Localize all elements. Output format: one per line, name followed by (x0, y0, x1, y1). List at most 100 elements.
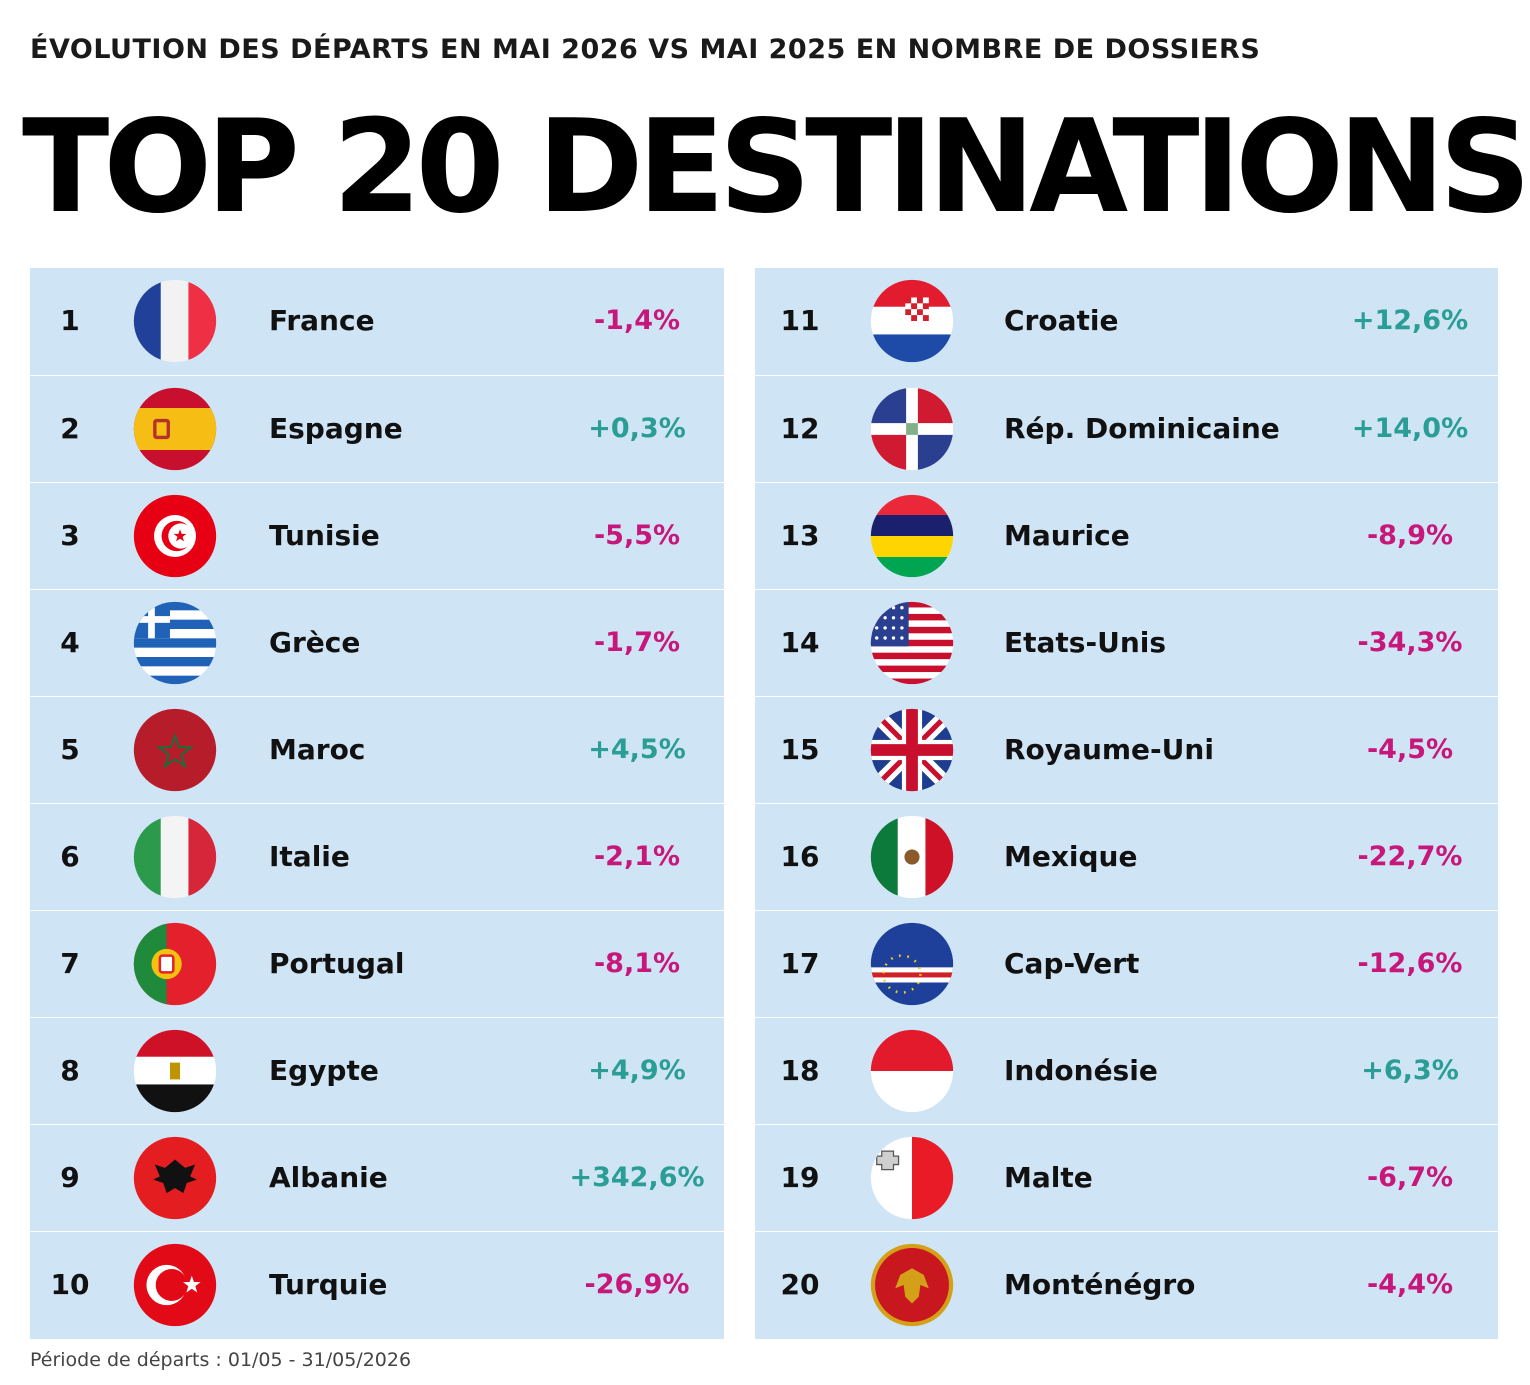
flag-spain-icon (133, 387, 217, 471)
country-name: Cap-Vert (1004, 947, 1140, 980)
flag-cape-verde-icon (870, 922, 954, 1006)
country-name: Grèce (269, 626, 361, 659)
table-row: 14 Etats-Unis -34,3% (755, 589, 1498, 696)
table-row: 15 Royaume-Uni -4,5% (755, 696, 1498, 803)
country-name: Italie (269, 840, 350, 873)
flag-turkey-icon (133, 1243, 217, 1327)
flag-egypt-icon (133, 1029, 217, 1113)
rank-label: 20 (780, 1268, 820, 1301)
change-value: -6,7% (1366, 1162, 1454, 1193)
flag-france-icon (133, 279, 217, 363)
rank-label: 19 (780, 1161, 820, 1194)
rank-label: 11 (780, 304, 820, 337)
rank-label: 6 (60, 840, 80, 873)
country-name: Egypte (269, 1054, 379, 1087)
change-value: -8,9% (1366, 520, 1454, 551)
change-value: -2,1% (593, 841, 681, 872)
flag-mauritius-icon (870, 494, 954, 578)
table-row: 4 Grèce -1,7% (30, 589, 724, 696)
chart-title: TOP 20 DESTINATIONS (22, 93, 1530, 242)
rank-label: 10 (50, 1268, 90, 1301)
change-value: -26,9% (584, 1269, 690, 1300)
country-name: Maroc (269, 733, 366, 766)
flag-malta-icon (870, 1136, 954, 1220)
table-row: 16 Mexique -22,7% (755, 803, 1498, 910)
table-row: 7 Portugal -8,1% (30, 910, 724, 1017)
country-name: Rép. Dominicaine (1004, 412, 1280, 445)
flag-tunisia-icon (133, 494, 217, 578)
flag-uk-icon (870, 708, 954, 792)
country-name: Portugal (269, 947, 405, 980)
country-name: Croatie (1004, 304, 1119, 337)
chart-subtitle: ÉVOLUTION DES DÉPARTS EN MAI 2026 VS MAI… (30, 34, 1261, 65)
period-note: Période de départs : 01/05 - 31/05/2026 (30, 1349, 412, 1371)
rank-label: 18 (780, 1054, 820, 1087)
country-name: Royaume-Uni (1004, 733, 1214, 766)
rank-label: 9 (60, 1161, 80, 1194)
change-value: -4,4% (1366, 1269, 1454, 1300)
table-row: 9 Albanie +342,6% (30, 1124, 724, 1231)
country-name: Mexique (1004, 840, 1138, 873)
flag-morocco-icon (133, 708, 217, 792)
country-name: Espagne (269, 412, 403, 445)
country-name: France (269, 304, 375, 337)
table-row: 13 Maurice -8,9% (755, 482, 1498, 589)
change-value: +6,3% (1361, 1055, 1459, 1086)
rank-label: 3 (60, 519, 80, 552)
table-row: 6 Italie -2,1% (30, 803, 724, 910)
change-value: +4,5% (588, 734, 686, 765)
rank-label: 8 (60, 1054, 80, 1087)
rank-label: 15 (780, 733, 820, 766)
table-row: 18 Indonésie +6,3% (755, 1017, 1498, 1124)
country-name: Turquie (269, 1268, 388, 1301)
flag-dominican-republic-icon (870, 387, 954, 471)
flag-portugal-icon (133, 922, 217, 1006)
table-row: 1 France -1,4% (30, 268, 724, 374)
table-row: 8 Egypte +4,9% (30, 1017, 724, 1124)
rank-label: 16 (780, 840, 820, 873)
table-row: 2 Espagne +0,3% (30, 375, 724, 482)
change-value: +12,6% (1351, 305, 1469, 336)
rank-label: 12 (780, 412, 820, 445)
ranking-column-right: 11 Croatie +12,6% 12 Rép. Dominicaine +14,0% 1… (755, 268, 1498, 1339)
change-value: +342,6% (569, 1162, 705, 1193)
flag-montenegro-icon (870, 1243, 954, 1327)
rank-label: 7 (60, 947, 80, 980)
change-value: -1,7% (593, 627, 681, 658)
rank-label: 13 (780, 519, 820, 552)
flag-usa-icon (870, 601, 954, 685)
change-value: -1,4% (593, 305, 681, 336)
ranking-column-left: 1 France -1,4% 2 Espagne +0,3% 3 Tunisie -5,5% 4 G… (30, 268, 724, 1339)
change-value: -5,5% (593, 520, 681, 551)
change-value: -22,7% (1357, 841, 1463, 872)
flag-indonesia-icon (870, 1029, 954, 1113)
country-name: Maurice (1004, 519, 1130, 552)
change-value: -4,5% (1366, 734, 1454, 765)
country-name: Albanie (269, 1161, 388, 1194)
rank-label: 5 (60, 733, 80, 766)
country-name: Monténégro (1004, 1268, 1196, 1301)
country-name: Malte (1004, 1161, 1093, 1194)
rank-label: 2 (60, 412, 80, 445)
flag-greece-icon (133, 601, 217, 685)
change-value: +0,3% (588, 413, 686, 444)
table-row: 12 Rép. Dominicaine +14,0% (755, 375, 1498, 482)
table-row: 17 Cap-Vert -12,6% (755, 910, 1498, 1017)
table-row: 5 Maroc +4,5% (30, 696, 724, 803)
table-row: 20 Monténégro -4,4% (755, 1231, 1498, 1338)
change-value: -34,3% (1357, 627, 1463, 658)
rank-label: 14 (780, 626, 820, 659)
rank-label: 4 (60, 626, 80, 659)
country-name: Tunisie (269, 519, 380, 552)
table-row: 10 Turquie -26,9% (30, 1231, 724, 1338)
rank-label: 17 (780, 947, 820, 980)
flag-croatia-icon (870, 279, 954, 363)
flag-mexico-icon (870, 815, 954, 899)
table-row: 19 Malte -6,7% (755, 1124, 1498, 1231)
flag-albania-icon (133, 1136, 217, 1220)
rank-label: 1 (60, 304, 80, 337)
country-name: Etats-Unis (1004, 626, 1167, 659)
table-row: 3 Tunisie -5,5% (30, 482, 724, 589)
change-value: -12,6% (1357, 948, 1463, 979)
change-value: +14,0% (1351, 413, 1469, 444)
